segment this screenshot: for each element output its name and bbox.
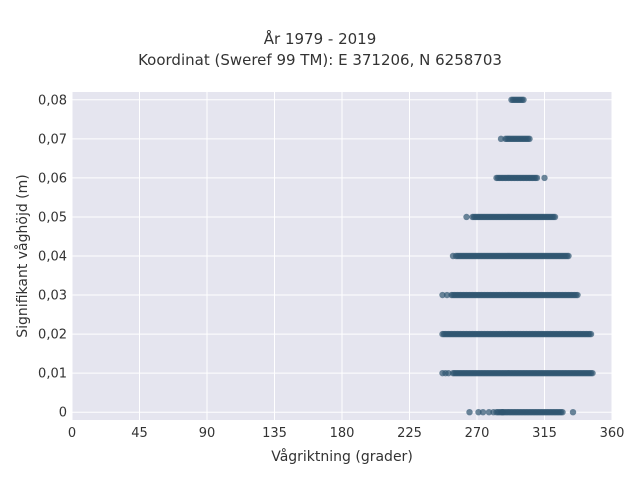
y-tick-label: 0,05 — [38, 210, 67, 225]
data-point — [559, 408, 566, 416]
data-point — [551, 213, 559, 221]
data-point — [475, 408, 482, 416]
x-tick-label: 45 — [131, 426, 148, 441]
x-axis-label: Vågriktning (grader) — [271, 448, 413, 465]
data-point — [569, 408, 577, 416]
data-point — [466, 408, 473, 416]
data-point — [520, 96, 527, 104]
x-tick-label: 360 — [600, 426, 625, 441]
x-tick-label: 270 — [465, 426, 490, 441]
x-tick-label: 135 — [262, 426, 287, 441]
y-tick-label: 0,03 — [38, 289, 67, 304]
data-point — [574, 291, 581, 299]
y-tick-label: 0,07 — [38, 132, 67, 147]
y-tick-label: 0,06 — [38, 171, 67, 186]
data-point — [439, 291, 446, 299]
chart-title-line-1: År 1979 - 2019 — [263, 30, 377, 48]
chart-title-line-2: Koordinat (Sweref 99 TM): E 371206, N 62… — [138, 51, 502, 69]
data-point — [526, 135, 533, 143]
data-point — [533, 174, 541, 182]
y-tick-label: 0,01 — [38, 367, 67, 382]
y-tick-label: 0,02 — [38, 328, 67, 343]
y-tick-label: 0 — [59, 406, 67, 421]
data-point — [541, 174, 548, 182]
data-point — [499, 408, 506, 416]
data-point — [449, 252, 457, 260]
x-tick-label: 315 — [532, 426, 557, 441]
x-tick-label: 180 — [330, 426, 355, 441]
data-point — [497, 135, 505, 143]
data-point — [439, 330, 446, 338]
x-tick-label: 225 — [397, 426, 422, 441]
data-point — [485, 408, 493, 416]
data-point — [490, 408, 497, 416]
data-point — [479, 408, 487, 416]
data-point — [443, 291, 451, 299]
data-point — [445, 369, 452, 377]
x-tick-label: 90 — [199, 426, 216, 441]
x-tick-label: 0 — [68, 426, 76, 441]
y-axis-label: Signifikant våghöjd (m) — [14, 174, 31, 337]
data-point — [587, 330, 595, 338]
data-point — [589, 369, 596, 377]
y-tick-label: 0,04 — [38, 250, 67, 265]
data-point — [463, 213, 470, 221]
y-tick-label: 0,08 — [38, 93, 67, 108]
data-point — [565, 252, 572, 260]
